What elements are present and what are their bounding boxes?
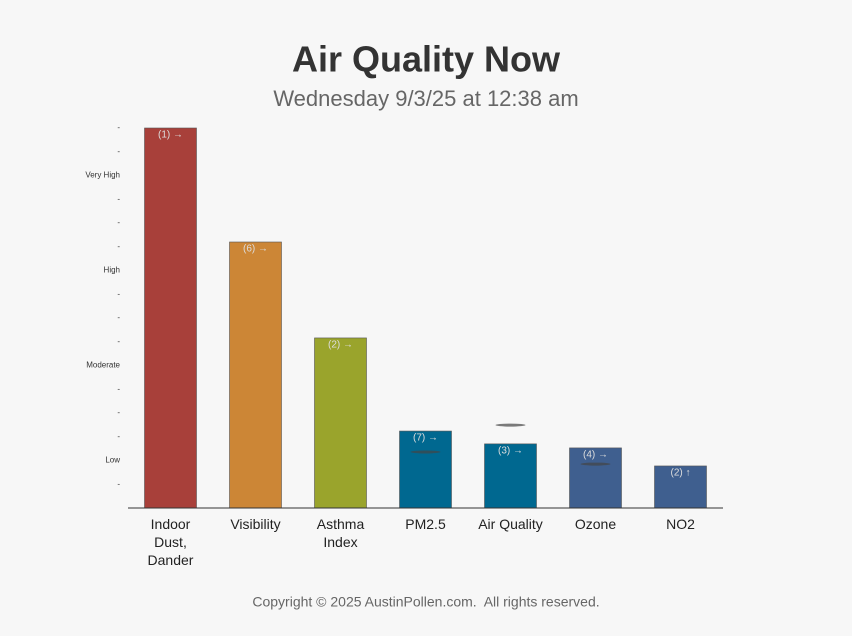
y-tick-label: High [104, 266, 120, 275]
bar [569, 447, 622, 509]
y-tick-label: - [117, 408, 120, 417]
marker [495, 423, 526, 427]
bar-annotation: (7) → [413, 433, 438, 444]
x-tick-label: Asthma Index [316, 516, 365, 550]
marker [580, 462, 611, 466]
x-tick-label: Ozone [574, 516, 617, 532]
y-tick-label: - [117, 479, 120, 488]
bar [144, 127, 197, 509]
y-tick-label: - [117, 218, 120, 227]
y-tick-label: - [117, 289, 120, 298]
y-tick-label: Low [105, 456, 120, 465]
bar-annotation: (6) → [243, 244, 268, 255]
bar-annotation: (2) → [328, 340, 353, 351]
bar [314, 337, 367, 509]
bar [654, 465, 707, 509]
bar [484, 443, 537, 509]
bar-annotation: (4) → [583, 450, 608, 461]
bar-annotation: (2) ↑ [671, 468, 691, 479]
y-tick-label: - [117, 147, 120, 156]
y-tick-label: Moderate [86, 361, 120, 370]
x-tick-label: Visibility [230, 516, 281, 532]
x-tick-label: Indoor Dust, Dander [147, 516, 194, 568]
x-tick-label: NO2 [666, 516, 695, 532]
y-tick-label: Very High [85, 171, 120, 180]
y-tick-label: - [117, 384, 120, 393]
bar [229, 241, 282, 509]
bar-annotation: (1) → [158, 130, 183, 141]
x-tick-label: PM2.5 [405, 516, 446, 532]
y-tick-label: - [117, 194, 120, 203]
y-tick-label: - [117, 123, 120, 132]
bar-annotation: (3) → [498, 446, 523, 457]
bar [399, 430, 452, 509]
chart-subtitle: Wednesday 9/3/25 at 12:38 am [273, 86, 578, 111]
y-tick-label: - [117, 242, 120, 251]
y-tick-label: - [117, 313, 120, 322]
footer: Copyright © 2025 AustinPollen.com. All r… [252, 594, 599, 610]
chart-title: Air Quality Now [292, 39, 561, 80]
y-tick-label: - [117, 432, 120, 441]
marker [410, 450, 441, 454]
x-tick-label: Air Quality [478, 516, 543, 532]
y-tick-label: - [117, 337, 120, 346]
